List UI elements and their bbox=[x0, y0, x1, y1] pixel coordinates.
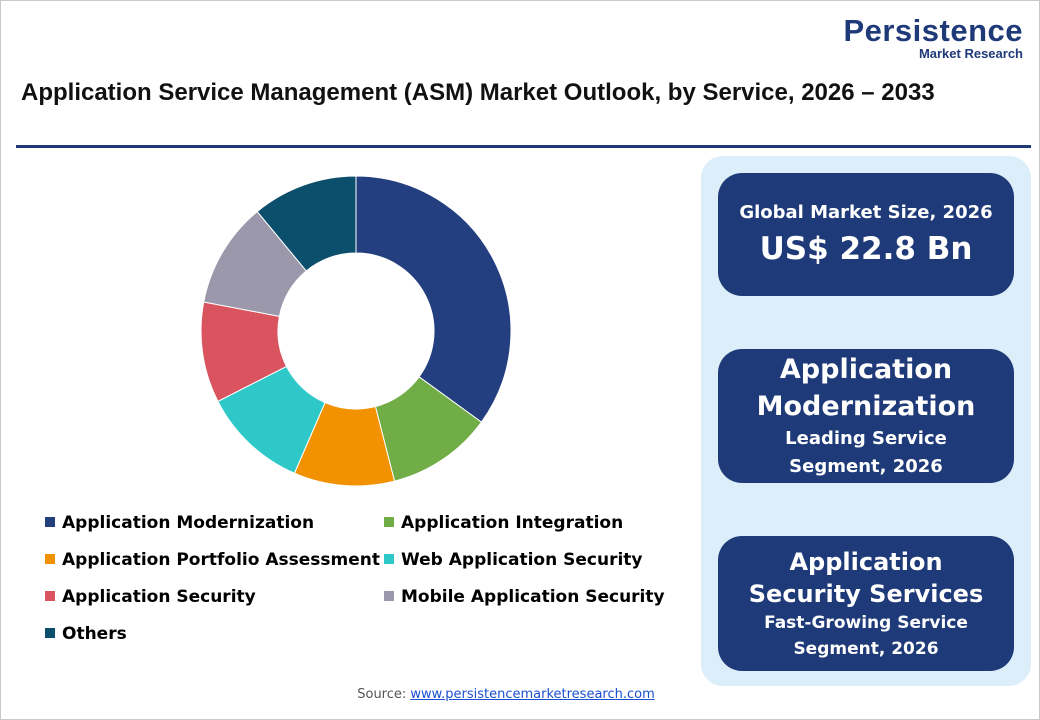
legend-label: Others bbox=[62, 624, 127, 644]
logo-name: Persistence bbox=[843, 13, 1023, 48]
highlight-label: Global Market Size, 2026 bbox=[739, 201, 993, 223]
legend-swatch bbox=[384, 517, 394, 527]
chart-title: Application Service Management (ASM) Mar… bbox=[21, 79, 935, 106]
highlight-box: Application Security Services Fast-Growi… bbox=[718, 536, 1014, 671]
legend-swatch bbox=[45, 517, 55, 527]
highlight-label: Leading Service Segment, 2026 bbox=[785, 428, 947, 477]
legend-label: Application Modernization bbox=[62, 513, 314, 533]
donut-segment bbox=[256, 175, 357, 272]
highlight-label: Fast-Growing Service Segment, 2026 bbox=[764, 612, 968, 659]
chart: Application Modernization Application Int… bbox=[45, 175, 665, 644]
highlight-box: Application Modernization Leading Servic… bbox=[718, 349, 1014, 483]
legend-label: Mobile Application Security bbox=[401, 587, 665, 607]
legend-label: Web Application Security bbox=[401, 550, 643, 570]
legend-swatch bbox=[45, 628, 55, 638]
legend-label: Application Security bbox=[62, 587, 256, 607]
legend-swatch bbox=[384, 554, 394, 564]
title-rule bbox=[16, 145, 1031, 148]
source-label: Source: bbox=[357, 687, 407, 702]
legend-swatch bbox=[45, 554, 55, 564]
highlight-value: Application Modernization bbox=[756, 354, 976, 422]
legend-swatch bbox=[45, 591, 55, 601]
highlight-value: US$ 22.8 Bn bbox=[759, 230, 973, 267]
donut-segment bbox=[355, 175, 512, 423]
legend-label: Application Integration bbox=[401, 513, 623, 533]
source-link[interactable]: www.persistencemarketresearch.com bbox=[410, 687, 655, 702]
legend-swatch bbox=[384, 591, 394, 601]
source: Source: www.persistencemarketresearch.co… bbox=[1, 687, 1011, 702]
logo-tagline: Market Research bbox=[918, 46, 1023, 61]
legend-label: Application Portfolio Assessment bbox=[62, 550, 380, 570]
highlight-value: Application Security Services bbox=[748, 547, 984, 608]
highlight-box: Global Market Size, 2026 US$ 22.8 Bn bbox=[718, 173, 1014, 296]
